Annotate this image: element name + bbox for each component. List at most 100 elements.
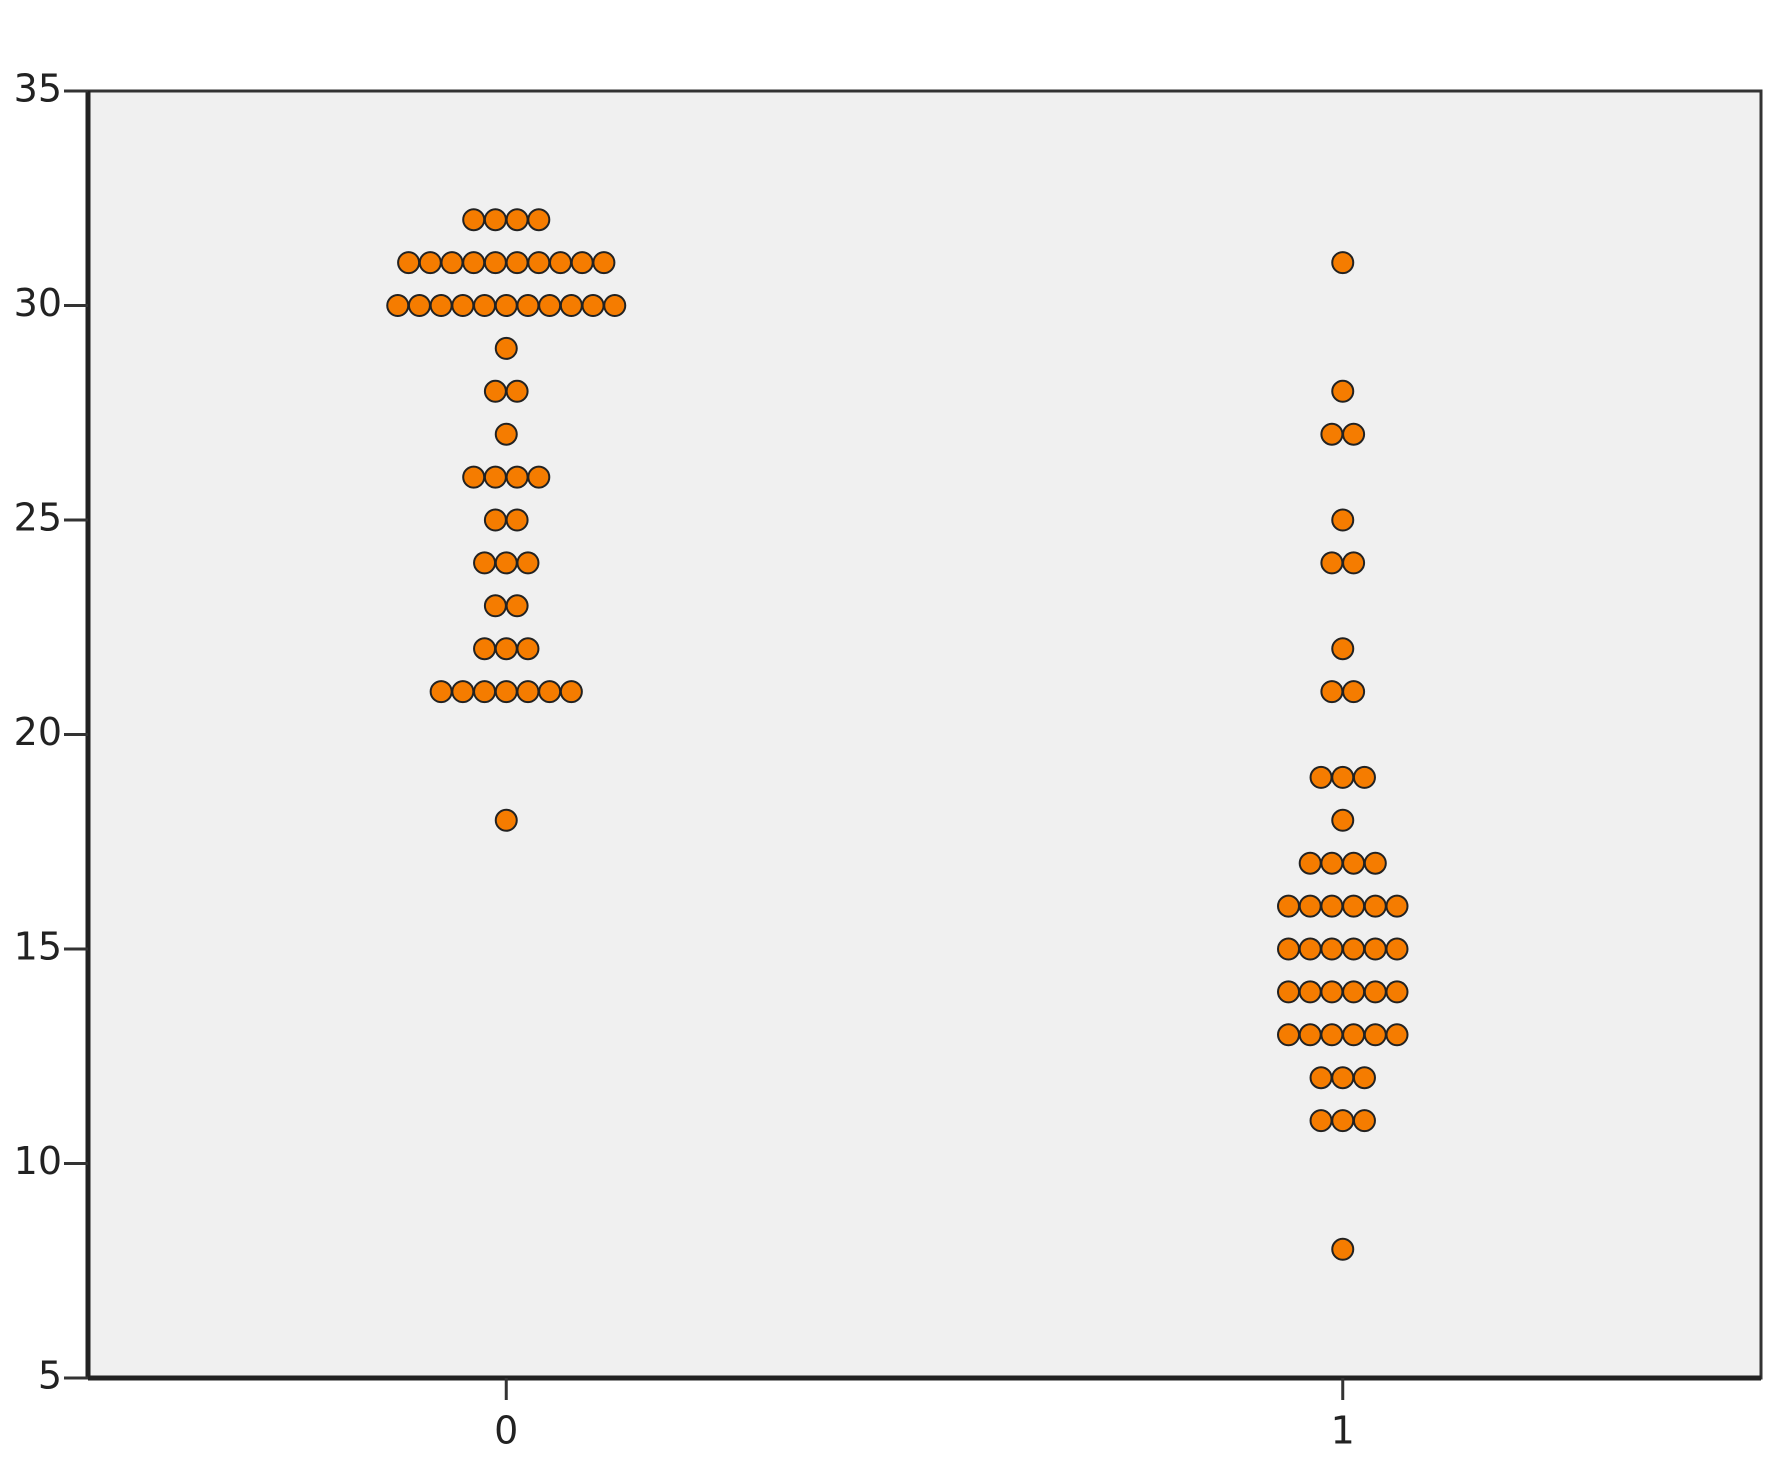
dot bbox=[1342, 422, 1366, 446]
y-tick-label: 15 bbox=[14, 925, 62, 969]
dot bbox=[505, 379, 529, 403]
dot bbox=[1277, 980, 1300, 1004]
dot bbox=[1320, 894, 1344, 918]
dot bbox=[1320, 551, 1344, 575]
dot bbox=[429, 680, 453, 704]
dot bbox=[1342, 680, 1366, 704]
dot bbox=[473, 637, 497, 661]
dot bbox=[559, 294, 583, 317]
dot bbox=[494, 637, 518, 661]
dot bbox=[483, 208, 507, 232]
dot bbox=[483, 251, 507, 275]
dot bbox=[462, 465, 486, 489]
dot bbox=[494, 422, 518, 446]
dot bbox=[603, 294, 627, 317]
dot bbox=[494, 680, 518, 704]
dot bbox=[1363, 851, 1387, 875]
dot bbox=[516, 551, 540, 575]
dot bbox=[1309, 765, 1333, 789]
dot bbox=[505, 251, 529, 275]
dot bbox=[1331, 379, 1355, 403]
dot bbox=[1342, 937, 1366, 961]
dot bbox=[462, 251, 486, 275]
dot bbox=[538, 680, 562, 704]
x-tick-label: 1 bbox=[1331, 1409, 1355, 1453]
dot bbox=[1320, 851, 1344, 875]
dot bbox=[516, 680, 540, 704]
dot bbox=[1342, 894, 1366, 918]
dot bbox=[1363, 894, 1387, 918]
dot bbox=[1331, 1066, 1355, 1090]
dot bbox=[516, 294, 540, 317]
dot bbox=[1320, 422, 1344, 446]
dot bbox=[527, 465, 551, 489]
dot bbox=[494, 294, 518, 317]
dot bbox=[1385, 980, 1409, 1004]
dot bbox=[418, 251, 442, 275]
dot bbox=[1320, 937, 1344, 961]
dot bbox=[1277, 1023, 1300, 1047]
dot bbox=[1331, 1237, 1355, 1261]
dot bbox=[1363, 980, 1387, 1004]
dot bbox=[538, 294, 562, 317]
dot bbox=[1320, 680, 1344, 704]
dot bbox=[1363, 937, 1387, 961]
dot bbox=[494, 336, 518, 360]
dot bbox=[440, 251, 464, 275]
dot bbox=[451, 294, 475, 317]
dot bbox=[1352, 1109, 1376, 1133]
dot bbox=[494, 808, 518, 832]
dot bbox=[1298, 937, 1322, 961]
dot bbox=[1352, 765, 1376, 789]
plot-area bbox=[86, 89, 1763, 1380]
dot bbox=[559, 680, 583, 704]
dot bbox=[1298, 1023, 1322, 1047]
dot bbox=[1331, 637, 1355, 661]
dot bbox=[1298, 894, 1322, 918]
dot bbox=[1385, 894, 1409, 918]
dot bbox=[505, 465, 529, 489]
dot bbox=[549, 251, 572, 275]
dot bbox=[1298, 980, 1322, 1004]
dot bbox=[1342, 551, 1366, 575]
dot bbox=[483, 508, 507, 532]
dot bbox=[1331, 1109, 1355, 1133]
dot bbox=[483, 379, 507, 403]
dot bbox=[1342, 851, 1366, 875]
dot bbox=[386, 294, 410, 317]
dot bbox=[483, 594, 507, 618]
dot bbox=[407, 294, 431, 317]
dot bbox=[494, 551, 518, 575]
dot bbox=[1277, 894, 1300, 918]
x-tick-label: 0 bbox=[494, 1409, 518, 1453]
dot bbox=[516, 637, 540, 661]
dot bbox=[451, 680, 475, 704]
dot bbox=[1298, 851, 1322, 875]
dot bbox=[1331, 765, 1355, 789]
dot bbox=[1342, 980, 1366, 1004]
y-tick-label: 10 bbox=[14, 1139, 62, 1183]
dot bbox=[1309, 1066, 1333, 1090]
dot bbox=[505, 594, 529, 618]
y-tick-label: 35 bbox=[14, 67, 62, 111]
dot bbox=[1320, 980, 1344, 1004]
y-tick-label: 5 bbox=[38, 1354, 62, 1398]
dot bbox=[1342, 1023, 1366, 1047]
y-tick-label: 20 bbox=[14, 710, 62, 754]
dot bbox=[429, 294, 453, 317]
dot bbox=[527, 208, 551, 232]
dot bbox=[462, 208, 486, 232]
y-tick-label: 25 bbox=[14, 496, 62, 540]
dot bbox=[1309, 1109, 1333, 1133]
dot bbox=[581, 294, 605, 317]
dot bbox=[1331, 508, 1355, 532]
dot bbox=[1320, 1023, 1344, 1047]
dot bbox=[505, 508, 529, 532]
dot bbox=[527, 251, 551, 275]
dot bbox=[473, 551, 497, 575]
dot bbox=[1385, 1023, 1409, 1047]
dot bbox=[1331, 808, 1355, 832]
dot bbox=[1385, 937, 1409, 961]
dot bbox=[1331, 251, 1355, 275]
dot bbox=[1352, 1066, 1376, 1090]
